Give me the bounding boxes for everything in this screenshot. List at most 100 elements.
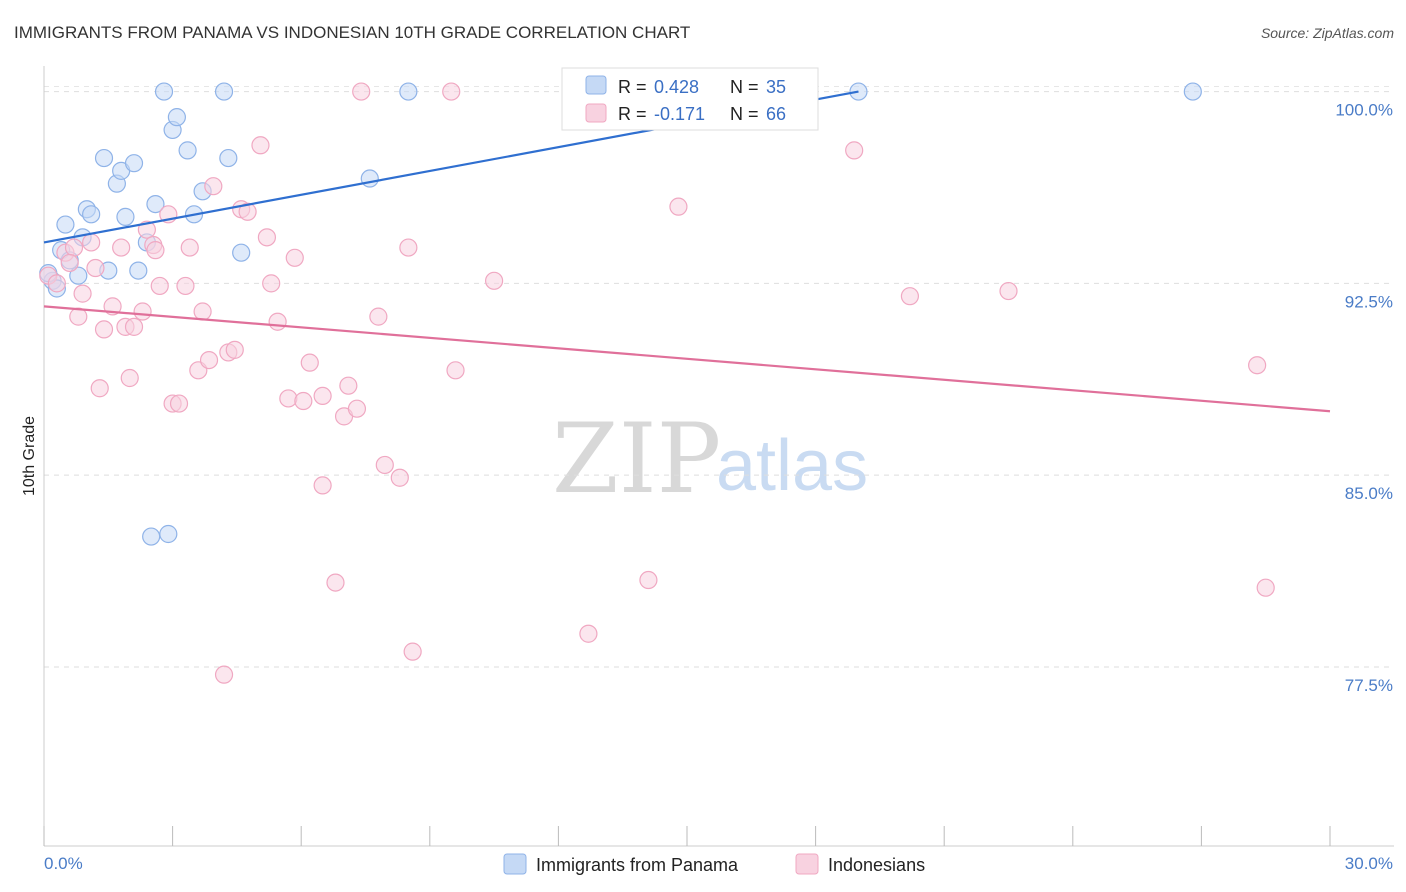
point-panama	[129, 261, 148, 280]
point-indonesians	[176, 276, 195, 296]
point-indonesians	[64, 238, 84, 257]
point-panama	[214, 82, 234, 101]
point-indonesians	[133, 302, 152, 321]
x-tick-label-max: 30.0%	[1345, 854, 1393, 873]
point-indonesians	[442, 82, 461, 101]
point-indonesians	[403, 642, 422, 661]
point-panama	[154, 82, 174, 101]
point-indonesians	[579, 624, 598, 643]
stats-r-label-indonesians: R =	[618, 104, 647, 124]
point-indonesians	[112, 238, 131, 257]
point-indonesians	[352, 82, 371, 101]
chart-title: IMMIGRANTS FROM PANAMA VS INDONESIAN 10T…	[14, 23, 690, 42]
x-tick-label-min: 0.0%	[44, 854, 83, 873]
point-panama	[94, 148, 114, 168]
point-indonesians	[669, 197, 688, 216]
point-indonesians	[999, 281, 1018, 301]
point-panama	[1183, 82, 1202, 101]
data-points	[39, 82, 1275, 684]
point-panama	[178, 141, 197, 160]
point-panama	[69, 266, 88, 285]
point-indonesians	[238, 202, 257, 221]
trend-line-indonesians	[43, 305, 1331, 413]
point-indonesians	[82, 233, 101, 252]
point-indonesians	[120, 368, 139, 388]
legend-swatch-indonesians	[795, 853, 819, 875]
point-indonesians	[390, 468, 409, 487]
y-tick-label: 92.5%	[1345, 292, 1393, 311]
point-panama	[399, 82, 418, 101]
point-indonesians	[60, 253, 79, 273]
point-panama	[124, 154, 144, 173]
stats-legend-swatch-indonesians	[585, 103, 607, 123]
stats-legend-swatch-panama	[585, 75, 607, 95]
point-indonesians	[1248, 356, 1267, 375]
point-indonesians	[94, 320, 114, 339]
watermark: ZIP atlas	[552, 403, 868, 515]
point-indonesians	[639, 570, 658, 590]
point-panama	[219, 148, 238, 168]
point-indonesians	[485, 271, 504, 290]
legend-swatch-panama	[503, 853, 527, 875]
watermark-zip: ZIP	[552, 403, 721, 515]
point-indonesians	[313, 386, 332, 406]
legend-label-panama: Immigrants from Panama	[536, 855, 739, 875]
point-panama	[56, 215, 75, 234]
stats-n-value-indonesians: 66	[766, 104, 786, 124]
point-panama	[116, 207, 135, 226]
point-indonesians	[1256, 578, 1275, 597]
point-indonesians	[900, 287, 920, 306]
stats-n-label-indonesians: N =	[730, 104, 759, 124]
point-panama	[82, 205, 101, 224]
point-indonesians	[279, 389, 298, 408]
point-indonesians	[150, 276, 169, 296]
point-indonesians	[146, 241, 165, 260]
point-indonesians	[446, 361, 465, 380]
point-indonesians	[124, 317, 144, 336]
point-indonesians	[268, 312, 287, 331]
point-panama	[232, 243, 251, 262]
point-indonesians	[90, 379, 109, 398]
chart-source: Source: ZipAtlas.com	[1261, 25, 1394, 41]
point-indonesians	[169, 394, 189, 413]
point-indonesians	[73, 284, 92, 303]
point-panama	[167, 108, 186, 127]
stats-r-value-panama: 0.428	[654, 77, 699, 97]
bottom-legend: Immigrants from Panama Indonesians	[503, 853, 925, 875]
point-indonesians	[262, 274, 281, 293]
axes: 77.5% 85.0% 92.5% 100.0% 0.0% 30.0%	[43, 66, 1394, 873]
point-indonesians	[180, 238, 199, 257]
point-indonesians	[214, 665, 234, 684]
point-indonesians	[326, 573, 345, 592]
point-indonesians	[225, 340, 244, 359]
point-indonesians	[193, 302, 212, 321]
stats-n-label-panama: N =	[730, 77, 759, 97]
point-indonesians	[375, 455, 394, 475]
watermark-atlas: atlas	[716, 426, 868, 506]
stats-n-value-panama: 35	[766, 77, 786, 97]
point-indonesians	[199, 350, 219, 370]
point-indonesians	[86, 258, 105, 278]
point-indonesians	[313, 476, 332, 495]
point-indonesians	[399, 238, 418, 257]
point-indonesians	[369, 307, 388, 326]
point-indonesians	[137, 220, 156, 239]
point-panama	[142, 527, 161, 546]
y-tick-label: 77.5%	[1345, 676, 1393, 695]
point-indonesians	[285, 248, 304, 267]
stats-legend: R = 0.428 N = 35 R = -0.171 N = 66	[561, 67, 819, 131]
point-indonesians	[257, 228, 277, 247]
point-indonesians	[845, 141, 864, 160]
point-indonesians	[294, 391, 313, 411]
point-panama	[159, 524, 178, 544]
point-indonesians	[339, 376, 358, 395]
point-panama	[360, 169, 379, 188]
point-indonesians	[47, 274, 66, 293]
point-indonesians	[251, 136, 270, 155]
point-indonesians	[204, 177, 223, 196]
y-axis-label: 10th Grade	[21, 416, 38, 496]
point-indonesians	[300, 353, 319, 372]
y-tick-label: 100.0%	[1335, 101, 1393, 120]
point-panama	[146, 194, 165, 214]
